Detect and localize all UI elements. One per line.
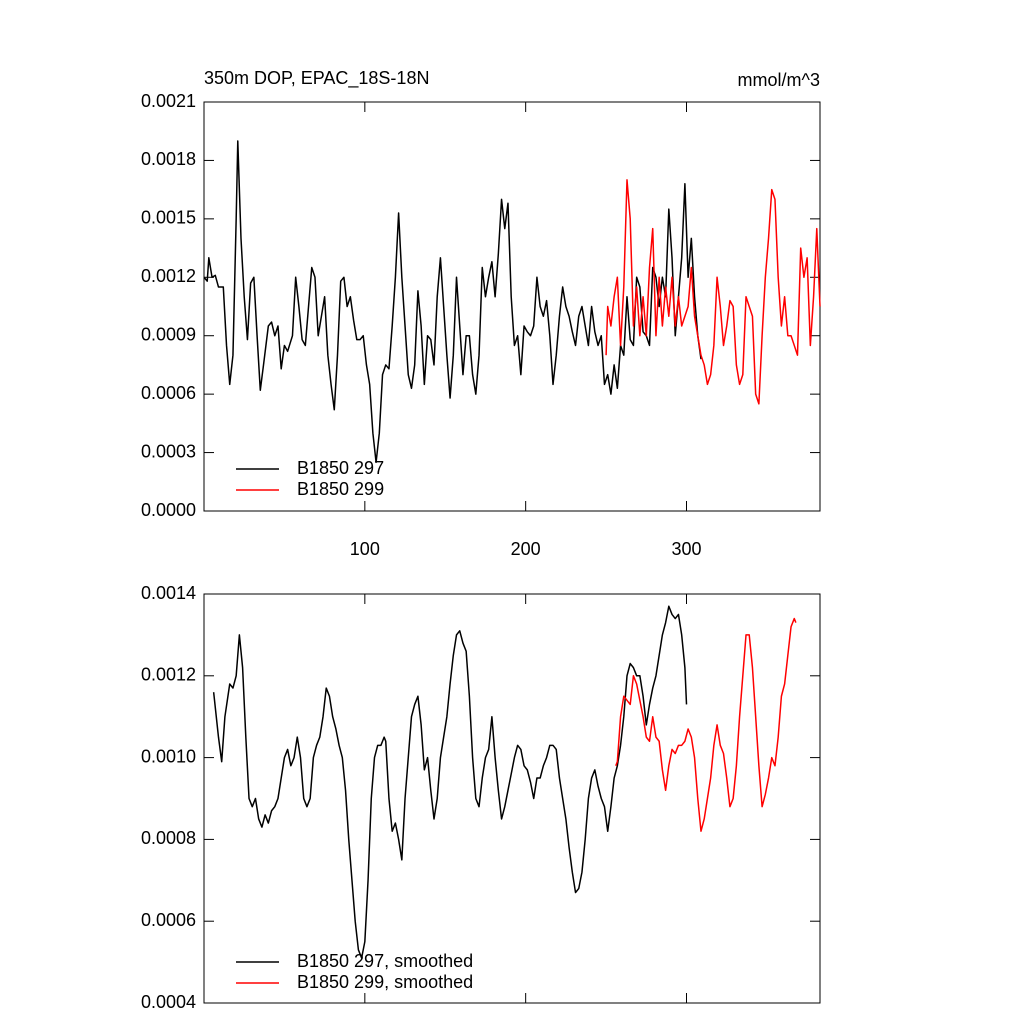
units-label: mmol/m^3	[738, 70, 820, 90]
y-tick-label: 0.0021	[141, 91, 196, 111]
x-tick-label: 100	[350, 539, 380, 559]
y-tick-label: 0.0004	[141, 992, 196, 1012]
y-tick-label: 0.0000	[141, 500, 196, 520]
y-tick-label: 0.0006	[141, 383, 196, 403]
y-tick-label: 0.0010	[141, 746, 196, 766]
plot-frame	[203, 593, 821, 1004]
data-line	[212, 605, 688, 959]
legend-label: B1850 297	[297, 458, 384, 478]
data-line	[203, 140, 702, 464]
y-tick-label: 0.0018	[141, 149, 196, 169]
y-tick-label: 0.0015	[141, 208, 196, 228]
y-tick-label: 0.0008	[141, 828, 196, 848]
chart-title: 350m DOP, EPAC_18S-18N	[204, 68, 429, 89]
x-tick-label: 300	[671, 539, 701, 559]
data-line	[605, 179, 821, 405]
y-tick-label: 0.0014	[141, 583, 196, 603]
legend-label: B1850 299, smoothed	[297, 972, 473, 992]
y-tick-label: 0.0003	[141, 441, 196, 461]
y-tick-label: 0.0012	[141, 665, 196, 685]
y-tick-label: 0.0012	[141, 266, 196, 286]
legend-label: B1850 297, smoothed	[297, 951, 473, 971]
data-line	[615, 617, 797, 832]
y-tick-label: 0.0006	[141, 910, 196, 930]
legend-label: B1850 299	[297, 479, 384, 499]
y-tick-label: 0.0009	[141, 324, 196, 344]
x-tick-label: 200	[511, 539, 541, 559]
